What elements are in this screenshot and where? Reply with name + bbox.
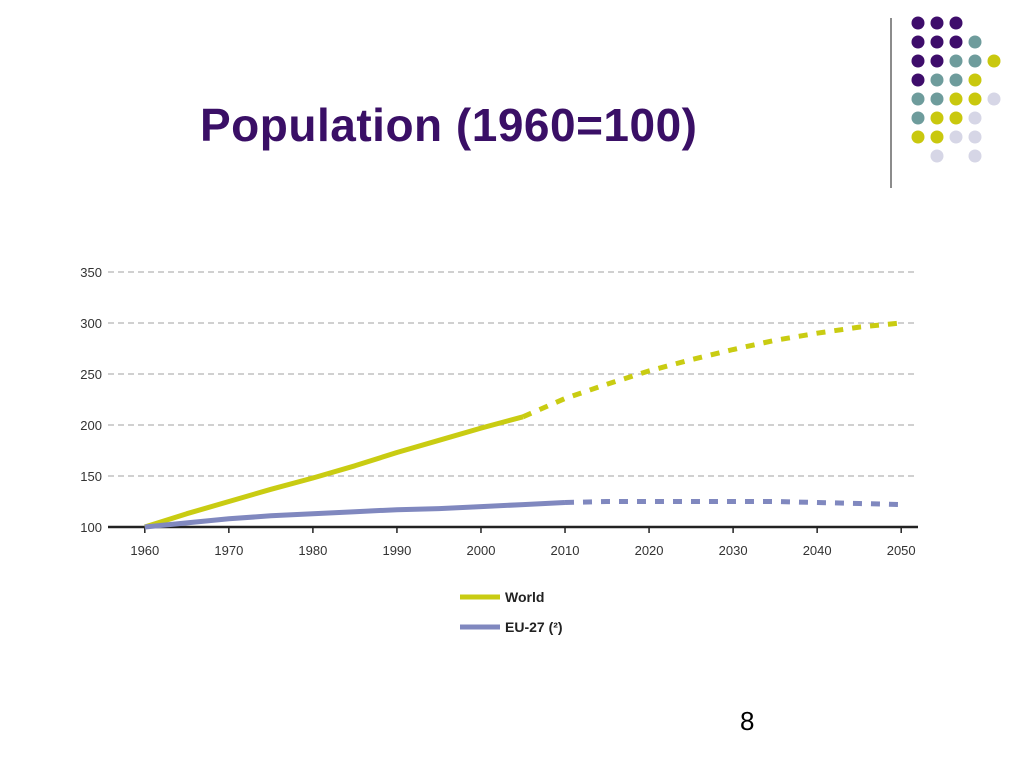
x-axis: 1960 1970 1980 1990 2000 2010 2020 2030 2040 2050 — [108, 525, 918, 558]
decor-dot — [930, 130, 944, 144]
decor-dot — [911, 130, 925, 144]
y-tick-label: 350 — [80, 265, 102, 280]
y-tick-label: 100 — [80, 520, 102, 535]
series-line-projected-1 — [564, 499, 902, 508]
decor-dot — [911, 35, 925, 49]
y-tick-label: 250 — [80, 367, 102, 382]
decor-dot — [911, 16, 925, 30]
y-tick-label: 300 — [80, 316, 102, 331]
decor-dot — [930, 35, 944, 49]
x-tick-label: 2010 — [551, 543, 580, 558]
decor-dot — [930, 111, 944, 125]
decor-dot — [911, 92, 925, 106]
decor-dot — [968, 111, 982, 125]
decor-dot — [949, 130, 963, 144]
decor-dot — [949, 35, 963, 49]
decor-dot — [987, 92, 1001, 106]
series-line-observed-1 — [144, 500, 566, 530]
decor-dot — [949, 16, 963, 30]
x-tick-label: 2050 — [887, 543, 916, 558]
decor-dot — [911, 111, 925, 125]
decor-dot — [987, 54, 1001, 68]
decor-dot — [930, 73, 944, 87]
legend-label: EU-27 (²) — [505, 619, 563, 635]
x-tick-label: 2000 — [467, 543, 496, 558]
decor-dot — [968, 73, 982, 87]
x-tick-label: 2030 — [719, 543, 748, 558]
decor-dot — [968, 130, 982, 144]
gridlines — [108, 271, 918, 477]
decor-dot — [930, 16, 944, 30]
decor-dot — [968, 92, 982, 106]
decorative-dot-grid — [911, 16, 1001, 163]
decor-dot — [911, 54, 925, 68]
decor-dot — [949, 111, 963, 125]
x-tick-label: 2020 — [635, 543, 664, 558]
series-line-projected-0 — [522, 320, 902, 420]
decor-dot — [949, 92, 963, 106]
decor-dot — [911, 73, 925, 87]
series-line-observed-0 — [144, 414, 524, 530]
x-tick-label: 1990 — [382, 543, 411, 558]
decor-dot — [968, 35, 982, 49]
decor-dot — [968, 149, 982, 163]
y-tick-label: 150 — [80, 469, 102, 484]
decor-dot — [949, 54, 963, 68]
population-line-chart: 100 150 200 250 300 350 1960 1970 1980 1990 2000 2… — [80, 265, 918, 635]
x-tick-label: 1980 — [298, 543, 327, 558]
x-tick-label: 1970 — [214, 543, 243, 558]
y-axis-ticks: 100 150 200 250 300 350 — [80, 265, 102, 535]
slide-title: Population (1960=100) — [200, 99, 698, 151]
legend-label: World — [505, 589, 544, 605]
page-number: 8 — [740, 706, 755, 736]
decor-dot — [930, 149, 944, 163]
y-tick-label: 200 — [80, 418, 102, 433]
legend: World EU-27 (²) — [460, 589, 563, 635]
x-tick-label: 2040 — [803, 543, 832, 558]
decor-dot — [930, 92, 944, 106]
x-tick-label: 1960 — [130, 543, 159, 558]
decor-dot — [968, 54, 982, 68]
title-divider-line — [890, 18, 892, 188]
decor-dot — [930, 54, 944, 68]
series-lines — [144, 320, 902, 530]
decor-dot — [949, 73, 963, 87]
